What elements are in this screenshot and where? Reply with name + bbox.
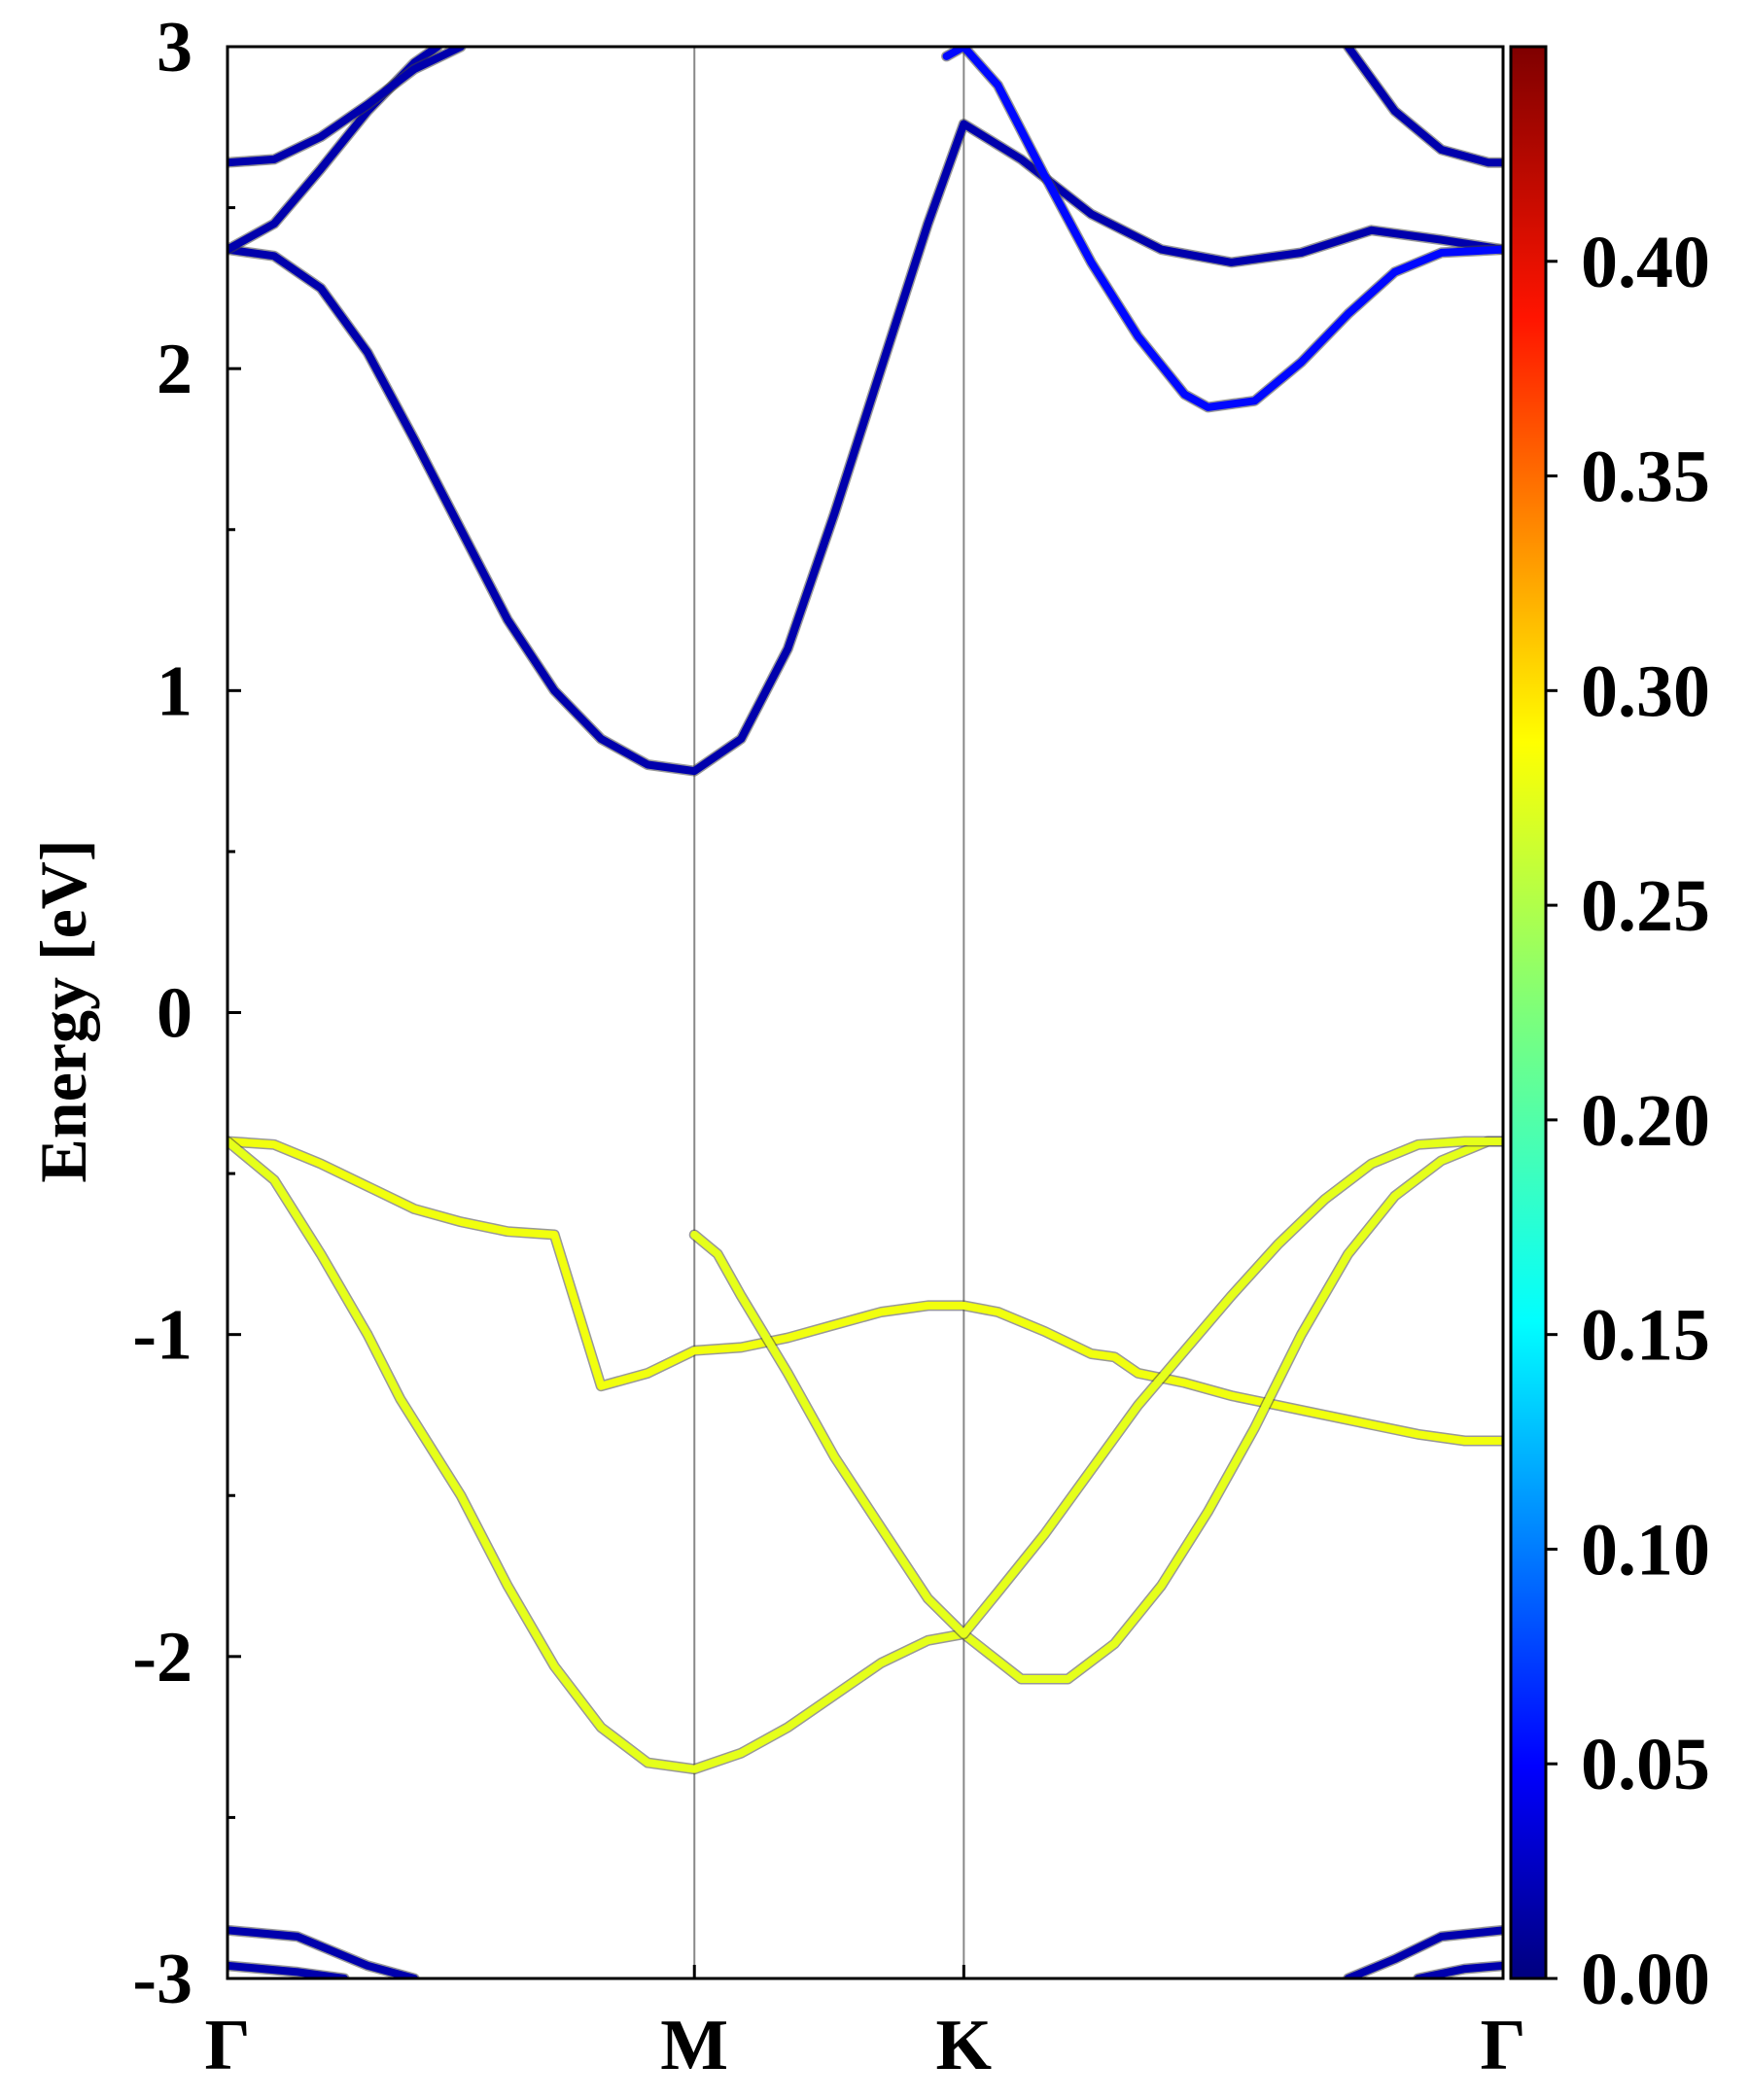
band-line — [942, 47, 1503, 411]
y-tick-label: 0 — [157, 974, 192, 1054]
band-line — [228, 120, 1503, 776]
colorbar-tick-label: 0.05 — [1581, 1724, 1710, 1805]
band-lines — [228, 47, 1503, 1978]
y-tick-label: 2 — [157, 330, 192, 409]
colorbar-tick-label: 0.20 — [1581, 1080, 1710, 1162]
colorbar-tick-label: 0.40 — [1581, 222, 1710, 303]
x-tick-label: K — [936, 2006, 993, 2085]
x-tick-label: M — [660, 2006, 728, 2085]
band-line — [228, 1138, 1503, 1445]
colorbar-tick-label: 0.30 — [1581, 650, 1710, 732]
colorbar-tick-label: 0.00 — [1581, 1939, 1710, 2020]
y-axis-label: Energy [eV] — [26, 839, 100, 1182]
kpoint-divider-lines — [693, 47, 965, 1978]
y-tick-label: -1 — [132, 1296, 192, 1376]
band-line — [690, 1138, 1503, 1638]
band-outline — [1343, 47, 1503, 168]
band-line — [228, 1926, 419, 1978]
band-line — [228, 47, 466, 167]
colorbar — [1509, 45, 1548, 1980]
y-tick-label: 1 — [157, 651, 192, 731]
x-tick-label: Γ — [204, 2006, 250, 2085]
colorbar-tick-label: 0.35 — [1581, 437, 1710, 518]
band-line — [228, 1138, 1503, 1773]
colorbar-tick-label: 0.10 — [1581, 1509, 1710, 1591]
band-line — [228, 47, 442, 254]
y-tick-label: -3 — [132, 1940, 192, 2019]
band-outline — [228, 1136, 1503, 1447]
colorbar-tick-label: 0.15 — [1581, 1295, 1710, 1377]
band-line — [228, 1961, 349, 1978]
band-line — [1414, 1961, 1503, 1978]
y-tick-label: 3 — [157, 8, 192, 88]
x-tick-label: Γ — [1480, 2006, 1525, 2085]
colorbar-tick-label: 0.25 — [1581, 865, 1710, 947]
plot-frame — [226, 45, 1505, 1980]
band-line — [1344, 1926, 1503, 1978]
y-tick-label: -2 — [132, 1618, 192, 1698]
band-line — [1344, 47, 1503, 167]
colorbar-ticks: 0.00 0.05 0.10 0.15 0.20 0.25 0.30 0.35 0.40 — [1546, 222, 1710, 2020]
band-outline — [941, 47, 1503, 413]
y-axis: 3 2 1 0 -1 -2 -3 — [132, 8, 241, 2019]
